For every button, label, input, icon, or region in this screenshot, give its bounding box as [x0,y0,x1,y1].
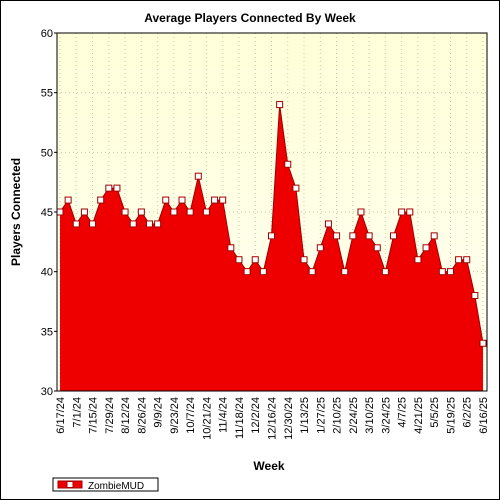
x-tick-label: 11/4/24 [218,397,230,433]
marker [178,196,186,204]
marker [333,232,341,240]
marker [357,208,365,216]
x-tick-label: 2/10/25 [332,397,344,434]
chart-title: Average Players Connected By Week [144,11,356,25]
y-tick-label: 30 [41,386,53,398]
marker [137,208,145,216]
y-tick-label: 40 [41,267,53,279]
marker [471,292,479,300]
marker [105,184,113,192]
y-tick-label: 35 [41,326,53,338]
marker [80,208,88,216]
marker [276,101,284,109]
marker [64,196,72,204]
marker [414,256,422,264]
marker [186,208,194,216]
x-tick-label: 6/17/24 [55,397,67,434]
plot-border [56,32,488,392]
marker [463,256,471,264]
marker [72,220,80,228]
marker [422,244,430,252]
marker [170,208,178,216]
legend-marker [66,481,74,488]
x-tick-label: 9/23/24 [169,397,181,434]
y-tick-label: 55 [41,88,53,100]
y-tick-label: 45 [41,207,53,219]
marker [251,256,259,264]
x-tick-label: 5/19/25 [445,397,457,434]
marker [349,232,357,240]
x-axis-label: Week [253,459,284,473]
marker [324,220,332,228]
x-tick-label: 3/10/25 [364,397,376,434]
marker [194,172,202,180]
marker [365,232,373,240]
marker [121,208,129,216]
marker [381,268,389,276]
x-tick-label: 4/7/25 [397,397,409,428]
x-tick-label: 7/1/24 [71,397,83,428]
area [60,104,483,391]
y-axis-label: Players Connected [9,158,23,266]
marker [162,196,170,204]
marker [292,184,300,192]
x-tick-label: 8/12/24 [120,397,132,434]
x-tick-label: 11/18/24 [234,397,246,439]
x-tick-label: 1/13/25 [299,397,311,434]
x-tick-label: 6/2/25 [462,397,474,428]
x-tick-label: 10/21/24 [201,397,213,440]
marker [227,244,235,252]
x-tick-label: 7/15/24 [88,397,100,434]
marker [373,244,381,252]
x-tick-label: 9/9/24 [153,397,165,428]
x-tick-label: 7/29/24 [104,397,116,434]
marker [308,268,316,276]
y-tick-label: 50 [41,147,53,159]
marker [129,220,137,228]
marker [341,268,349,276]
x-tick-label: 10/7/24 [185,397,197,434]
marker [284,160,292,168]
x-tick-label: 12/30/24 [283,397,295,440]
marker [316,244,324,252]
marker [398,208,406,216]
marker [438,268,446,276]
marker [446,268,454,276]
marker [113,184,121,192]
marker [390,232,398,240]
marker [97,196,105,204]
marker [211,196,219,204]
marker [479,339,487,347]
marker [259,268,267,276]
x-tick-label: 1/27/25 [315,397,327,434]
marker [243,268,251,276]
legend-label: ZombieMUD [88,481,144,492]
y-tick-label: 60 [41,28,53,40]
x-tick-label: 6/16/25 [478,397,490,434]
marker [89,220,97,228]
x-tick-label: 4/21/25 [413,397,425,434]
marker [406,208,414,216]
x-tick-label: 3/24/25 [380,397,392,434]
marker [154,220,162,228]
x-tick-label: 12/16/24 [267,397,279,440]
marker [145,220,153,228]
marker [219,196,227,204]
marker [56,208,64,216]
marker [300,256,308,264]
x-tick-label: 5/5/25 [429,397,441,428]
marker [202,208,210,216]
marker [455,256,463,264]
marker [235,256,243,264]
marker [430,232,438,240]
marker [268,232,275,240]
x-tick-label: 2/24/25 [348,397,360,434]
x-tick-label: 8/26/24 [136,397,148,434]
x-tick-label: 12/2/24 [250,397,262,434]
